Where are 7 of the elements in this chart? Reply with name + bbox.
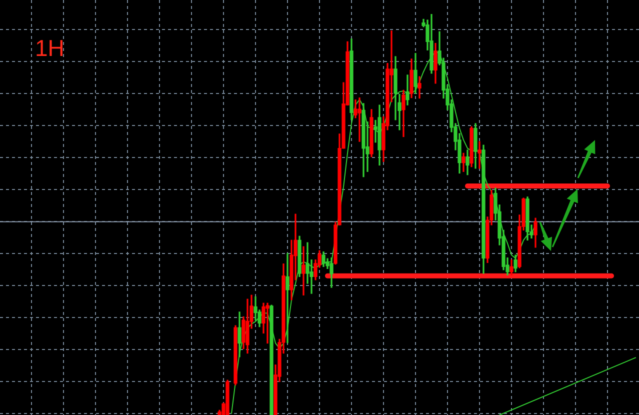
candlestick: [286, 253, 290, 344]
text: 1H: [35, 35, 64, 61]
candlestick: [302, 246, 306, 296]
candlestick: [358, 97, 362, 142]
candlestick: [418, 76, 422, 99]
candlestick: [478, 141, 482, 169]
candlestick: [266, 302, 270, 344]
